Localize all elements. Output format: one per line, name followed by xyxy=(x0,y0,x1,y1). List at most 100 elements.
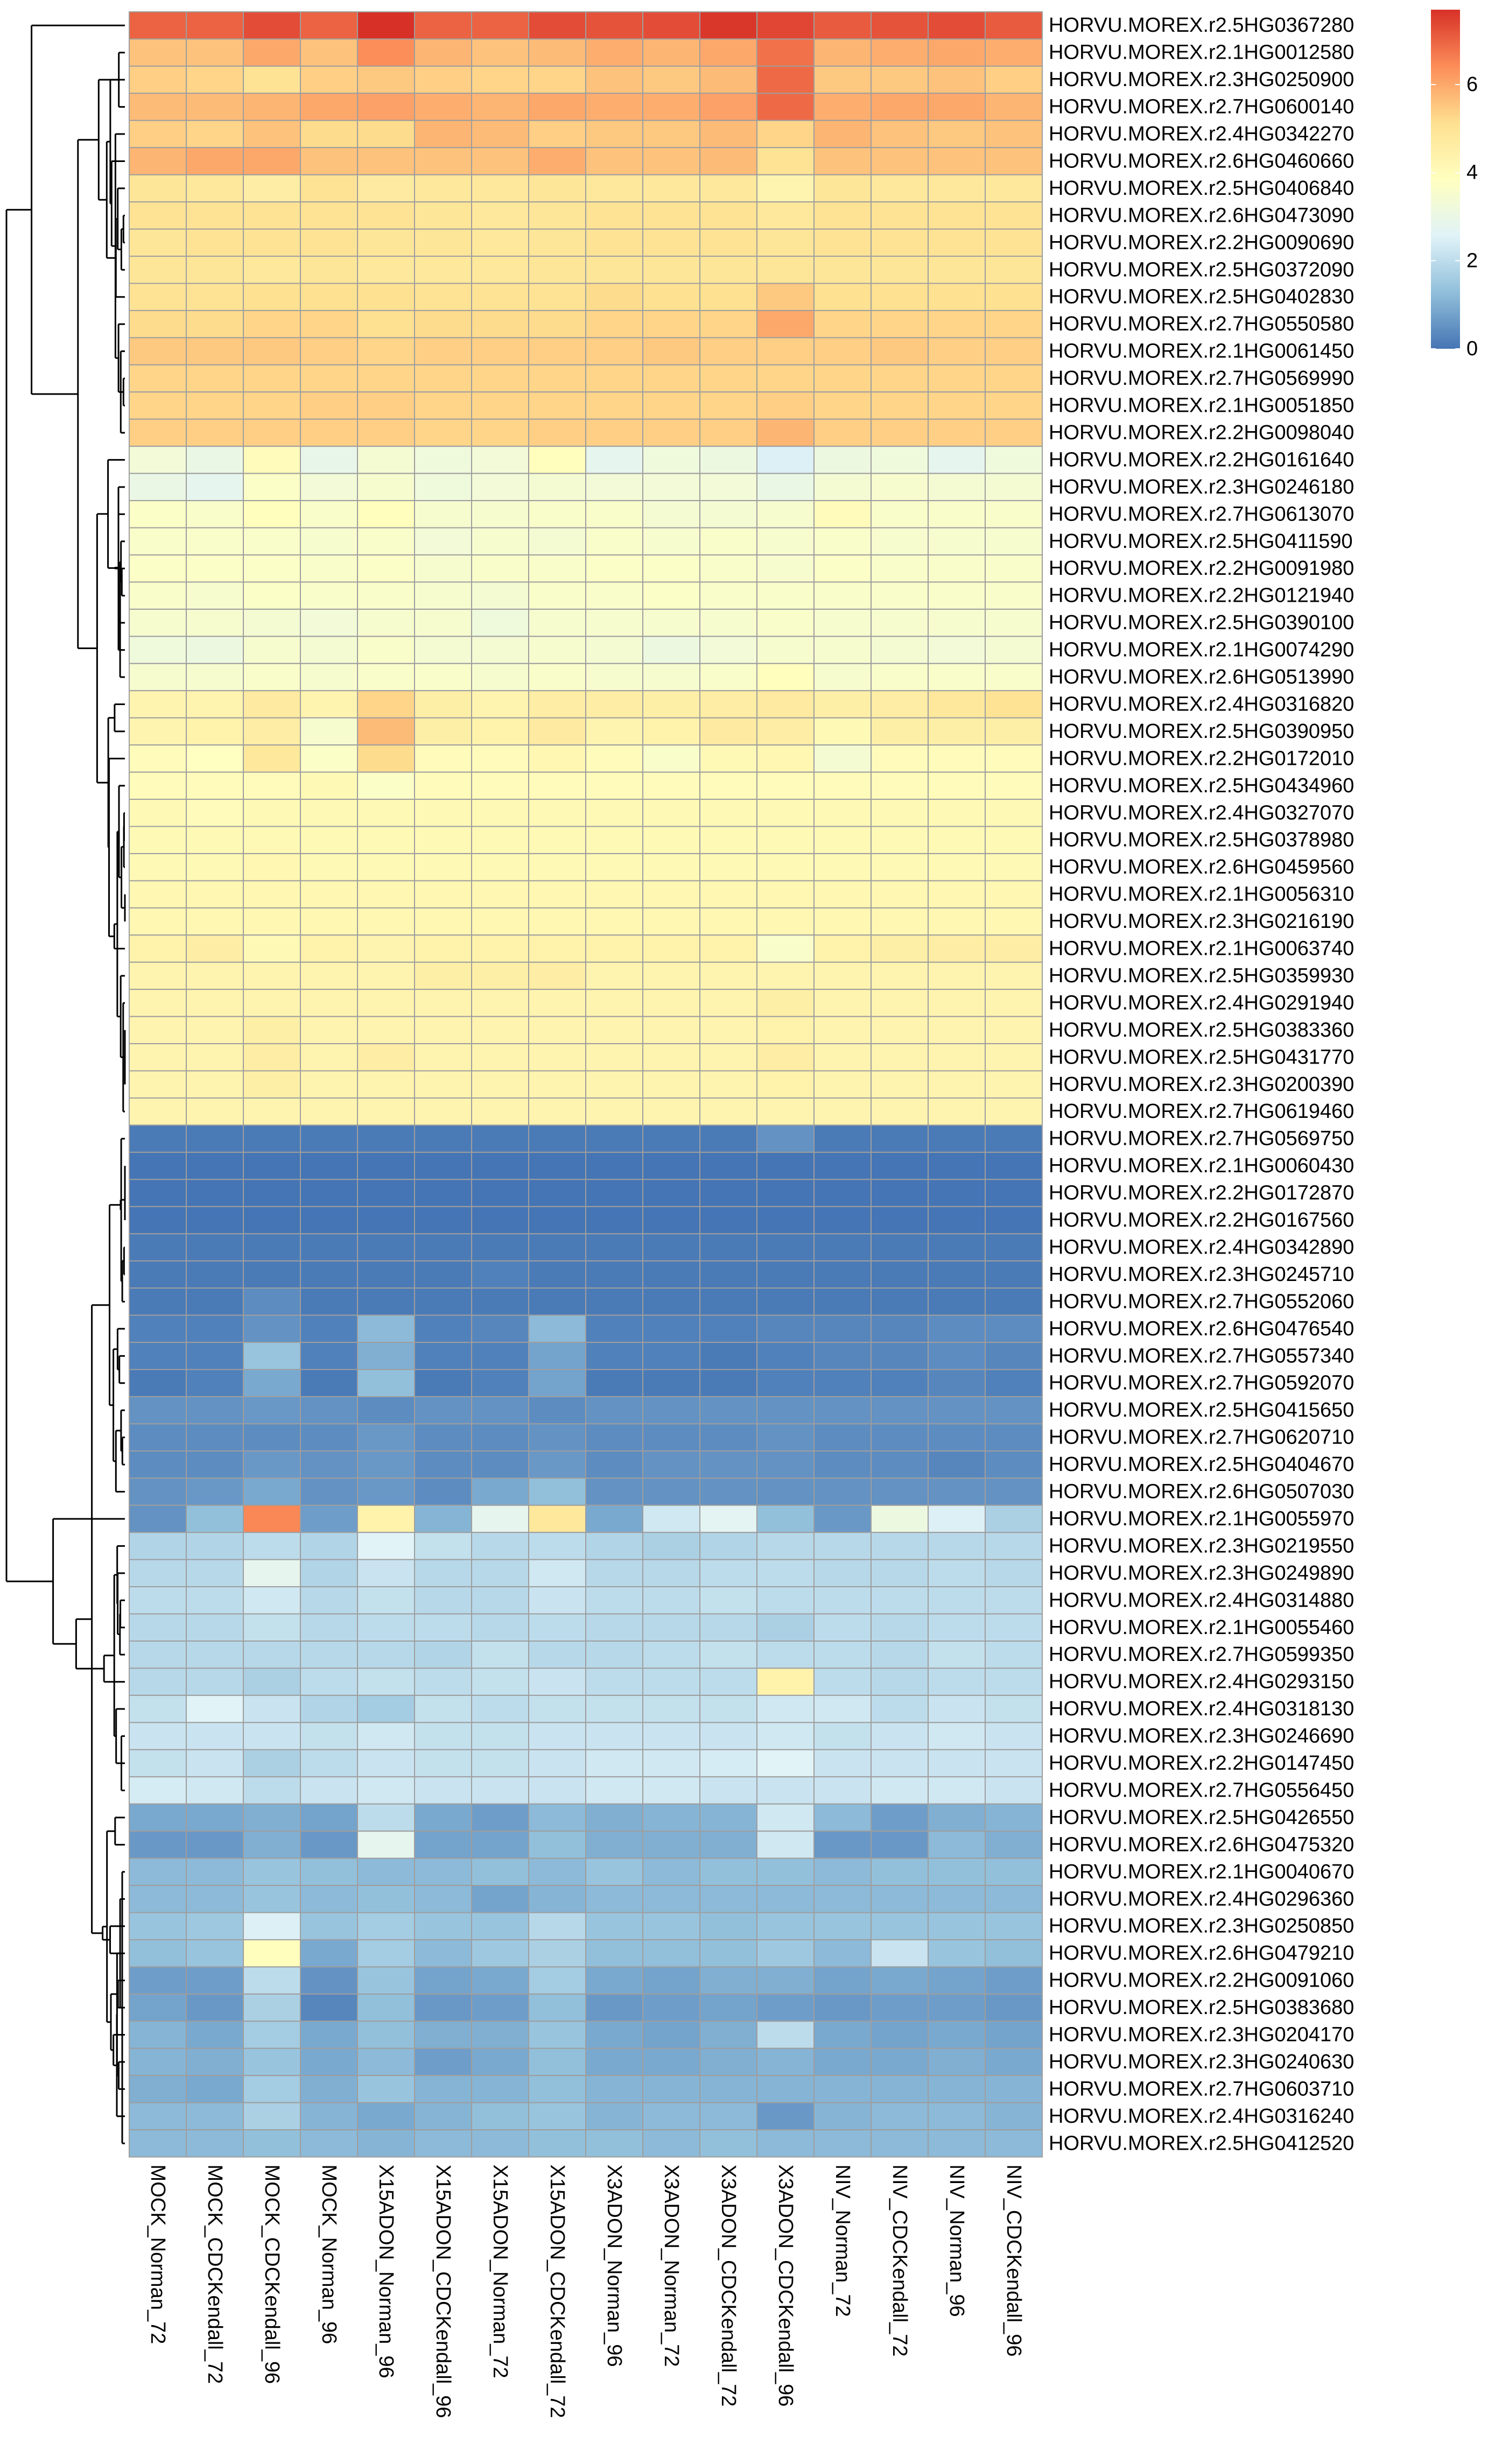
heatmap-cell xyxy=(642,1396,700,1425)
heatmap-cell xyxy=(642,663,700,692)
heatmap-cell xyxy=(129,853,187,882)
heatmap-cell xyxy=(813,446,872,474)
heatmap-cell xyxy=(414,391,472,420)
heatmap-cell xyxy=(186,2075,244,2103)
row-label: HORVU.MOREX.r2.3HG0200390 xyxy=(1049,1073,1354,1096)
heatmap-cell xyxy=(699,527,757,555)
heatmap-cell xyxy=(471,93,529,121)
heatmap-cell xyxy=(871,309,929,339)
heatmap-cell xyxy=(642,446,700,474)
heatmap-cell xyxy=(186,961,244,990)
heatmap-cell xyxy=(585,500,643,529)
heatmap-cell xyxy=(699,256,757,284)
heatmap-cell xyxy=(414,1586,472,1615)
heatmap-cell xyxy=(243,391,301,420)
heatmap-cell xyxy=(756,174,815,203)
heatmap-cell xyxy=(471,38,529,67)
heatmap-cell xyxy=(813,65,872,94)
heatmap-cell xyxy=(813,1776,872,1805)
heatmap-cell xyxy=(243,446,301,474)
heatmap-cell xyxy=(699,1912,757,1940)
heatmap-cell xyxy=(414,1043,472,1072)
heatmap-cell xyxy=(243,65,301,94)
heatmap-cell xyxy=(642,1966,700,1995)
heatmap-cell xyxy=(186,690,244,719)
heatmap-cell xyxy=(528,1314,586,1343)
heatmap-cell xyxy=(985,1939,1043,1968)
heatmap-cell xyxy=(414,907,472,936)
heatmap-cell xyxy=(528,65,586,94)
heatmap-cell xyxy=(756,38,815,67)
heatmap-cell xyxy=(357,880,415,909)
heatmap-cell xyxy=(985,283,1043,311)
heatmap-cell xyxy=(300,1151,358,1180)
heatmap-cell xyxy=(471,527,529,555)
heatmap-cell xyxy=(813,636,872,664)
heatmap-cell xyxy=(357,1966,415,1995)
heatmap-cell xyxy=(357,473,415,502)
heatmap-cell xyxy=(300,826,358,854)
heatmap-cell xyxy=(756,1206,815,1235)
heatmap-cell xyxy=(985,174,1043,203)
row-label: HORVU.MOREX.r2.4HG0342890 xyxy=(1049,1236,1354,1258)
heatmap-cell xyxy=(928,1532,986,1560)
heatmap-cell xyxy=(813,228,872,257)
legend-tick-label: 0 xyxy=(1466,337,1478,360)
heatmap-cell xyxy=(756,799,815,827)
heatmap-cell xyxy=(756,907,815,936)
heatmap-cell xyxy=(357,961,415,990)
heatmap-cell xyxy=(528,934,586,963)
heatmap-cell xyxy=(243,309,301,339)
heatmap-cell xyxy=(985,2129,1043,2158)
heatmap-cell xyxy=(585,391,643,420)
heatmap-cell xyxy=(585,636,643,664)
heatmap-cell xyxy=(300,961,358,990)
heatmap-cell xyxy=(186,1885,244,1913)
heatmap-cell xyxy=(985,1803,1043,1832)
heatmap-cell xyxy=(813,174,872,203)
heatmap-cell xyxy=(585,283,643,311)
heatmap-cell xyxy=(471,1749,529,1778)
heatmap-cell xyxy=(699,337,757,365)
heatmap-cell xyxy=(471,2129,529,2158)
heatmap-cell xyxy=(357,1016,415,1045)
heatmap-cell xyxy=(414,690,472,719)
heatmap-cell xyxy=(243,228,301,257)
heatmap-cell xyxy=(243,1803,301,1832)
heatmap-cell xyxy=(813,500,872,529)
heatmap-cell xyxy=(528,1966,586,1995)
heatmap-cell xyxy=(186,799,244,827)
heatmap-cell xyxy=(357,1342,415,1370)
heatmap-cell xyxy=(300,2021,358,2049)
heatmap-cell xyxy=(699,1179,757,1207)
heatmap-cell xyxy=(699,1939,757,1968)
heatmap-cell xyxy=(928,1749,986,1778)
heatmap-cell xyxy=(642,989,700,1017)
heatmap-cell xyxy=(243,663,301,692)
heatmap-cell xyxy=(300,1641,358,1669)
heatmap-cell xyxy=(300,554,358,583)
heatmap-cell xyxy=(871,283,929,311)
heatmap-cell xyxy=(585,1939,643,1968)
heatmap-cell xyxy=(243,1912,301,1940)
heatmap-cell xyxy=(471,744,529,773)
heatmap-cell xyxy=(357,93,415,121)
heatmap-cell xyxy=(985,1613,1043,1642)
heatmap-cell xyxy=(928,256,986,284)
heatmap-cell xyxy=(300,1287,358,1316)
heatmap-cell xyxy=(357,1179,415,1207)
heatmap-cell xyxy=(985,636,1043,664)
heatmap-cell xyxy=(813,1912,872,1940)
heatmap-cell xyxy=(414,1885,472,1913)
heatmap-cell xyxy=(243,1070,301,1099)
heatmap-cell xyxy=(186,1559,244,1588)
heatmap-cell xyxy=(414,256,472,284)
heatmap-cell xyxy=(414,799,472,827)
heatmap-cell xyxy=(699,1532,757,1560)
heatmap-cell xyxy=(300,663,358,692)
heatmap-cell xyxy=(186,201,244,230)
heatmap-cell xyxy=(471,1831,529,1859)
heatmap-cell xyxy=(129,1342,187,1370)
row-label: HORVU.MOREX.r2.1HG0061450 xyxy=(1049,340,1354,363)
heatmap-cell xyxy=(471,1016,529,1045)
